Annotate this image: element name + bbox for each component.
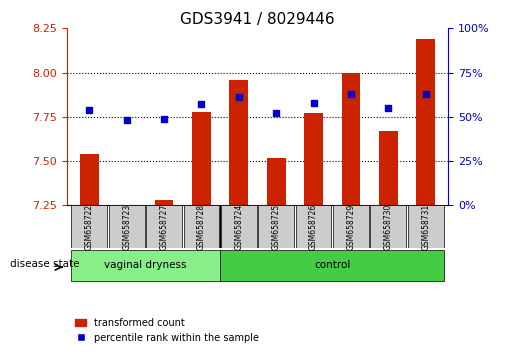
Text: GSM658731: GSM658731 bbox=[421, 204, 430, 250]
Legend: transformed count, percentile rank within the sample: transformed count, percentile rank withi… bbox=[72, 315, 262, 346]
Bar bbox=[304, 113, 323, 205]
FancyBboxPatch shape bbox=[221, 205, 257, 248]
Bar bbox=[154, 200, 174, 205]
Bar bbox=[341, 73, 360, 205]
Text: GSM658722: GSM658722 bbox=[85, 204, 94, 250]
Bar bbox=[192, 112, 211, 205]
Bar bbox=[379, 131, 398, 205]
Text: control: control bbox=[314, 261, 350, 270]
FancyBboxPatch shape bbox=[408, 205, 443, 248]
Text: GSM658724: GSM658724 bbox=[234, 204, 243, 250]
FancyBboxPatch shape bbox=[71, 250, 220, 281]
Text: vaginal dryness: vaginal dryness bbox=[104, 261, 186, 270]
FancyBboxPatch shape bbox=[220, 250, 444, 281]
FancyBboxPatch shape bbox=[109, 205, 145, 248]
Bar bbox=[230, 80, 248, 205]
Text: GSM658726: GSM658726 bbox=[309, 204, 318, 250]
Text: GDS3941 / 8029446: GDS3941 / 8029446 bbox=[180, 12, 335, 27]
Text: disease state: disease state bbox=[10, 259, 80, 269]
Bar bbox=[267, 158, 285, 205]
Bar bbox=[80, 154, 99, 205]
Text: GSM658728: GSM658728 bbox=[197, 204, 206, 250]
Bar bbox=[416, 39, 435, 205]
Text: GSM658729: GSM658729 bbox=[347, 204, 355, 250]
Text: GSM658730: GSM658730 bbox=[384, 203, 393, 250]
FancyBboxPatch shape bbox=[183, 205, 219, 248]
FancyBboxPatch shape bbox=[370, 205, 406, 248]
FancyBboxPatch shape bbox=[258, 205, 294, 248]
FancyBboxPatch shape bbox=[72, 205, 107, 248]
Text: GSM658725: GSM658725 bbox=[272, 204, 281, 250]
FancyBboxPatch shape bbox=[146, 205, 182, 248]
Text: GSM658723: GSM658723 bbox=[122, 204, 131, 250]
FancyBboxPatch shape bbox=[333, 205, 369, 248]
FancyBboxPatch shape bbox=[296, 205, 332, 248]
Text: GSM658727: GSM658727 bbox=[160, 204, 168, 250]
